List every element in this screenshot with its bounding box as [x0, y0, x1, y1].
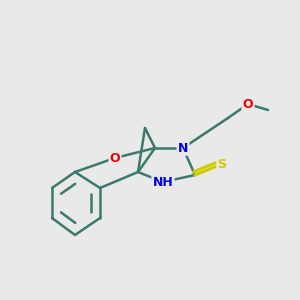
- Text: N: N: [178, 142, 188, 154]
- Text: S: S: [218, 158, 226, 170]
- Text: O: O: [243, 98, 253, 110]
- Text: NH: NH: [153, 176, 173, 188]
- Text: O: O: [110, 152, 120, 164]
